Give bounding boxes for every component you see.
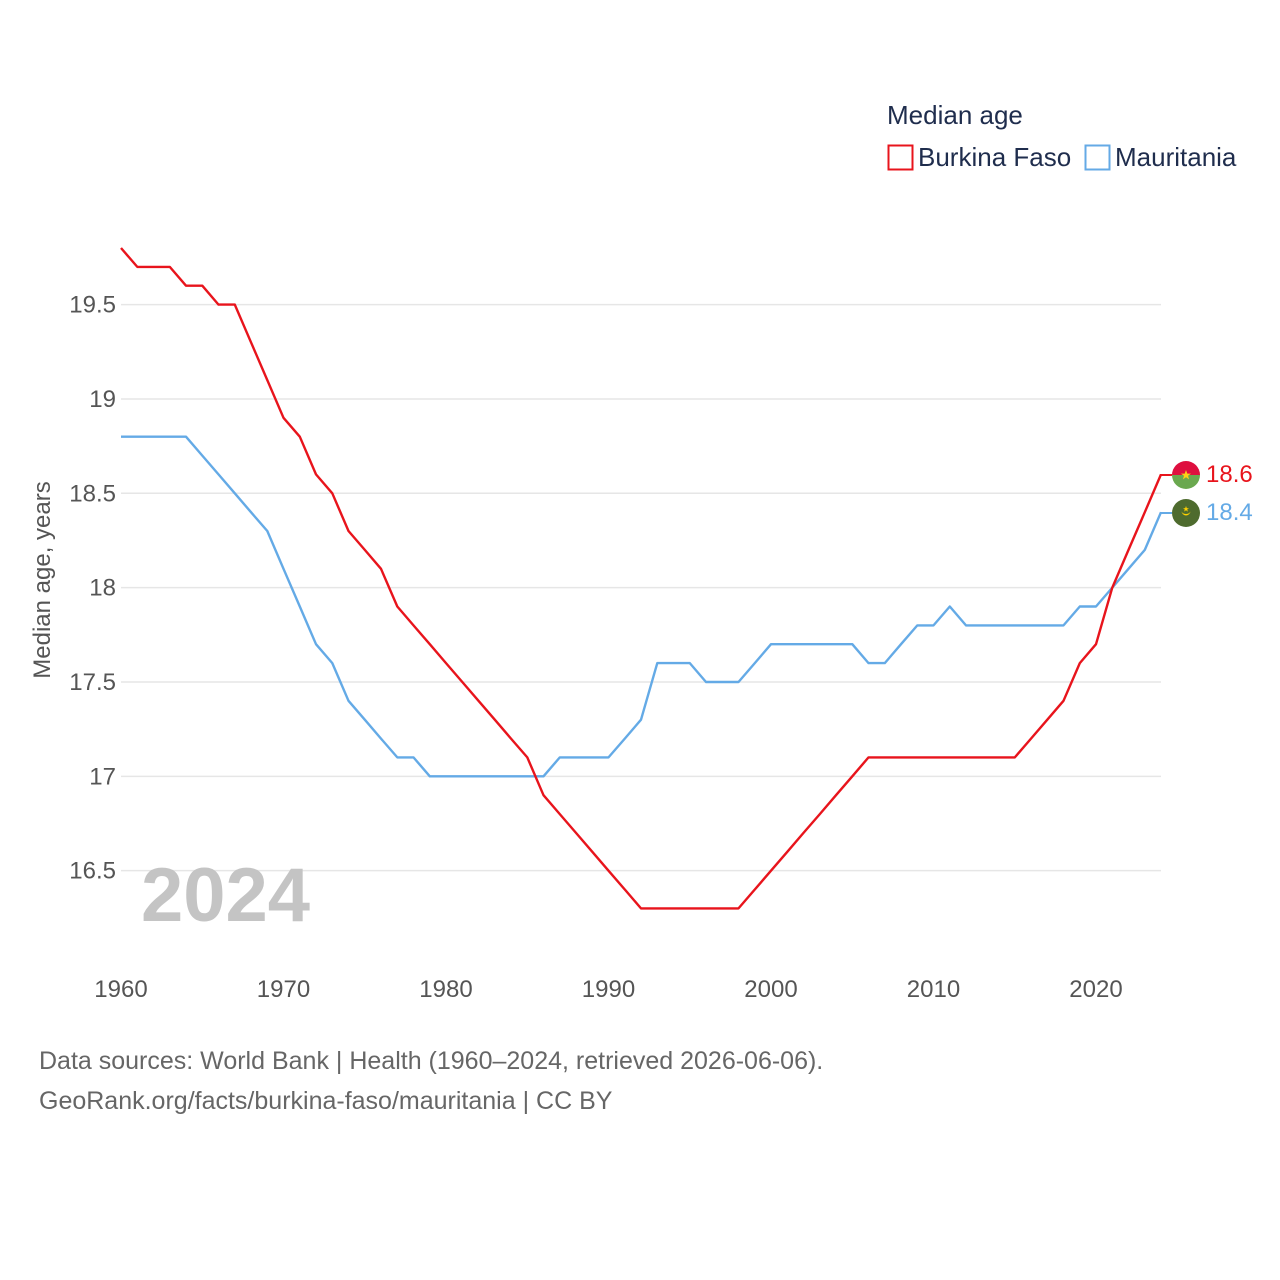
end-label-burkina-faso: 18.6 <box>1206 461 1253 488</box>
legend-swatch-burkina-faso <box>887 144 914 171</box>
legend: Median age Burkina Faso Mauritania <box>887 100 1237 172</box>
burkina-faso-flag-icon <box>1172 461 1200 489</box>
year-watermark: 2024 <box>141 853 310 938</box>
end-label-mauritania: 18.4 <box>1206 499 1253 526</box>
x-tick-1960: 1960 <box>94 976 147 1003</box>
legend-item-mauritania[interactable]: Mauritania <box>1084 142 1237 172</box>
y-gridlines <box>121 303 1161 872</box>
y-tick-19.5: 19.5 <box>69 292 116 319</box>
y-tick-17: 17 <box>89 763 116 790</box>
x-tick-1990: 1990 <box>582 976 635 1003</box>
x-tick-1970: 1970 <box>257 976 310 1003</box>
legend-title: Median age <box>887 100 1023 130</box>
x-tick-1980: 1980 <box>419 976 472 1003</box>
y-tick-labels: 16.5 17 17.5 18 18.5 19 19.5 <box>69 292 116 885</box>
y-tick-18: 18 <box>89 575 116 602</box>
x-tick-labels: 1960 1970 1980 1990 2000 2010 2020 <box>94 976 1122 1003</box>
x-tick-2010: 2010 <box>907 976 960 1003</box>
series-line-burkina-faso[interactable] <box>120 247 1163 910</box>
x-tick-2000: 2000 <box>744 976 797 1003</box>
y-tick-16.5: 16.5 <box>69 858 116 885</box>
legend-label-burkina-faso: Burkina Faso <box>918 142 1071 172</box>
mauritania-flag-icon <box>1172 499 1200 527</box>
source-link[interactable]: GeoRank.org/facts/burkina-faso/mauritani… <box>39 1087 613 1115</box>
y-axis-label: Median age, years <box>29 481 56 678</box>
series-lines <box>120 247 1163 910</box>
x-tick-2020: 2020 <box>1069 976 1122 1003</box>
source-line-1: Data sources: World Bank | Health (1960–… <box>39 1047 823 1075</box>
legend-swatch-mauritania <box>1084 144 1111 171</box>
y-tick-17.5: 17.5 <box>69 669 116 696</box>
y-tick-19: 19 <box>89 386 116 413</box>
y-tick-18.5: 18.5 <box>69 480 116 507</box>
legend-item-burkina-faso[interactable]: Burkina Faso <box>887 142 1072 172</box>
end-marker-mauritania: 18.4 <box>1160 499 1253 527</box>
series-line-mauritania[interactable] <box>121 435 1163 778</box>
end-marker-burkina-faso: 18.6 <box>1160 461 1253 489</box>
legend-label-mauritania: Mauritania <box>1115 142 1237 172</box>
